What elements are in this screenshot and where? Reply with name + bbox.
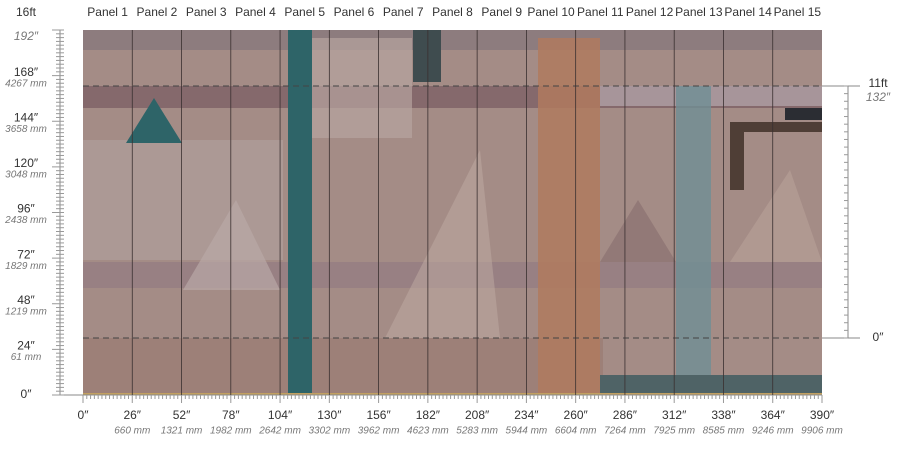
x-tick-label: 286″ bbox=[613, 408, 638, 422]
panel-label: Panel 7 bbox=[383, 5, 424, 19]
panel-label: Panel 4 bbox=[235, 5, 276, 19]
x-tick-label: 364″ bbox=[761, 408, 786, 422]
x-tick-label: 312″ bbox=[662, 408, 687, 422]
x-tick-label: 338″ bbox=[711, 408, 736, 422]
panel-label: Panel 10 bbox=[527, 5, 575, 19]
x-tick-label: 234″ bbox=[514, 408, 539, 422]
x-tick-mm: 6604 mm bbox=[555, 426, 597, 437]
y-tick-label: 192″ bbox=[14, 29, 39, 43]
x-tick-mm: 2642 mm bbox=[258, 426, 301, 437]
x-tick-label: 156″ bbox=[366, 408, 391, 422]
panel-label: Panel 8 bbox=[432, 5, 473, 19]
y-tick-mm: 3048 mm bbox=[5, 170, 47, 181]
x-tick-mm: 9906 mm bbox=[801, 426, 843, 437]
x-tick-label: 390″ bbox=[810, 408, 835, 422]
y-tick-mm: 61 mm bbox=[11, 352, 42, 363]
panel-label: Panel 9 bbox=[481, 5, 522, 19]
panel-label: Panel 3 bbox=[186, 5, 227, 19]
y-tick-label: 72″ bbox=[17, 247, 35, 261]
artwork bbox=[83, 30, 822, 395]
panel-label: Panel 14 bbox=[724, 5, 772, 19]
x-tick-mm: 1982 mm bbox=[210, 426, 252, 437]
y-tick-mm: 1219 mm bbox=[5, 306, 47, 317]
y-tick-label: 24″ bbox=[17, 339, 35, 353]
y-tick-label: 168″ bbox=[14, 65, 39, 79]
x-tick-label: 26″ bbox=[123, 408, 141, 422]
x-tick-label: 0″ bbox=[78, 408, 90, 422]
y-tick-label: 96″ bbox=[17, 202, 35, 216]
panel-label: Panel 5 bbox=[284, 5, 325, 19]
right-bottom-label: 0″ bbox=[873, 330, 885, 344]
x-tick-mm: 1321 mm bbox=[161, 426, 203, 437]
x-tick-mm: 9246 mm bbox=[752, 426, 794, 437]
x-tick-mm: 5283 mm bbox=[456, 426, 498, 437]
y-tick-label: 48″ bbox=[17, 293, 35, 307]
panel-label: Panel 6 bbox=[334, 5, 375, 19]
y-tick-mm: 2438 mm bbox=[4, 215, 47, 226]
x-tick-mm: 3302 mm bbox=[308, 426, 350, 437]
y-tick-mm: 1829 mm bbox=[5, 261, 47, 272]
x-tick-mm: 5944 mm bbox=[506, 426, 548, 437]
panel-label: Panel 1 bbox=[87, 5, 128, 19]
y-tick-label: 144″ bbox=[14, 110, 39, 124]
x-tick-label: 78″ bbox=[222, 408, 240, 422]
x-tick-label: 104″ bbox=[268, 408, 293, 422]
x-tick-label: 260″ bbox=[564, 408, 589, 422]
right-top-label: 11ft bbox=[868, 76, 888, 90]
x-tick-label: 130″ bbox=[317, 408, 342, 422]
x-tick-mm: 3962 mm bbox=[358, 426, 400, 437]
x-tick-label: 208″ bbox=[465, 408, 490, 422]
y-tick-mm: 3658 mm bbox=[5, 124, 47, 135]
panel-label: Panel 12 bbox=[626, 5, 674, 19]
x-tick-mm: 660 mm bbox=[114, 426, 150, 437]
x-tick-label: 52″ bbox=[173, 408, 191, 422]
panel-label: Panel 11 bbox=[577, 5, 624, 19]
y-tick-label: 120″ bbox=[14, 156, 39, 170]
x-tick-label: 182″ bbox=[416, 408, 441, 422]
y-tick-mm: 4267 mm bbox=[5, 78, 47, 89]
panel-label: Panel 2 bbox=[137, 5, 178, 19]
panel-label: Panel 15 bbox=[774, 5, 822, 19]
x-tick-mm: 7925 mm bbox=[653, 426, 695, 437]
x-tick-mm: 7264 mm bbox=[604, 426, 646, 437]
y-tick-label: 0″ bbox=[21, 387, 33, 401]
right-top-inch: 132″ bbox=[866, 90, 891, 104]
x-tick-mm: 8585 mm bbox=[703, 426, 745, 437]
left-top-label: 16ft bbox=[16, 5, 37, 19]
panel-label: Panel 13 bbox=[675, 5, 723, 19]
x-tick-mm: 4623 mm bbox=[407, 426, 449, 437]
